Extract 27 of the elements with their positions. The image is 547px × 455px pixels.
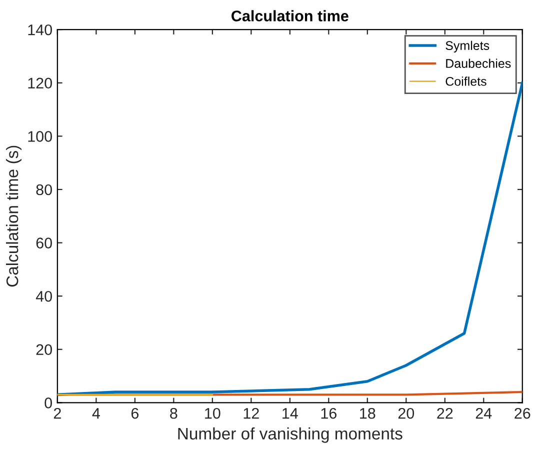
x-tick-label: 12 [244, 408, 259, 419]
y-tick-label: 120 [28, 78, 52, 89]
y-tick-label: 60 [36, 238, 52, 248]
x-tick-label: 4 [92, 408, 100, 419]
y-axis-title: Calculation time (s) [6, 146, 22, 287]
legend-label: Coiflets [446, 76, 486, 86]
x-tick-label: 6 [131, 408, 139, 419]
legend-label: Daubechies [446, 58, 511, 68]
y-tick-label: 140 [28, 24, 52, 36]
x-tick-label: 26 [514, 408, 530, 419]
x-tick-label: 20 [398, 408, 414, 419]
y-tick-label: 0 [44, 398, 52, 408]
chart-title: Calculation time [232, 10, 348, 22]
x-tick-label: 16 [321, 408, 336, 419]
x-axis-title: Number of vanishing moments [178, 427, 402, 443]
y-tick-label: 100 [28, 131, 52, 142]
x-tick-label: 22 [437, 408, 453, 419]
x-tick-label: 24 [476, 408, 492, 419]
x-tick-label: 10 [205, 408, 220, 419]
x-tick-label: 2 [54, 408, 61, 419]
x-tick-label: 8 [170, 408, 178, 419]
y-tick-label: 40 [36, 290, 52, 302]
x-tick-label: 14 [282, 408, 298, 419]
x-tick-label: 18 [360, 408, 376, 419]
y-tick-label: 20 [36, 344, 52, 356]
legend-label: Symlets [446, 40, 490, 52]
y-tick-label: 80 [36, 184, 52, 196]
